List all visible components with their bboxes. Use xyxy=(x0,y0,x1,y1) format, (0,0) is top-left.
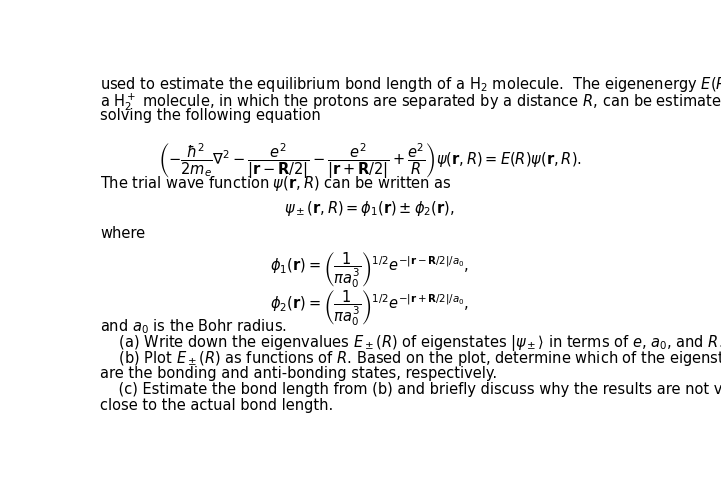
Text: $\phi_1(\mathbf{r}) = \left( \dfrac{1}{\pi a_0^3} \right)^{1/2} e^{-|\mathbf{r} : $\phi_1(\mathbf{r}) = \left( \dfrac{1}{\… xyxy=(270,250,469,290)
Text: (b) Plot $E_\pm(R)$ as functions of $R$. Based on the plot, determine which of t: (b) Plot $E_\pm(R)$ as functions of $R$.… xyxy=(100,349,721,368)
Text: (c) Estimate the bond length from (b) and briefly discuss why the results are no: (c) Estimate the bond length from (b) an… xyxy=(100,382,721,397)
Text: used to estimate the equilibrium bond length of a H$_2$ molecule.  The eigenener: used to estimate the equilibrium bond le… xyxy=(100,76,721,95)
Text: are the bonding and anti-bonding states, respectively.: are the bonding and anti-bonding states,… xyxy=(100,366,497,381)
Text: (a) Write down the eigenvalues $E_\pm(R)$ of eigenstates $|\psi_\pm\rangle$ in t: (a) Write down the eigenvalues $E_\pm(R)… xyxy=(100,333,721,353)
Text: $\psi_\pm(\mathbf{r}, R) = \phi_1(\mathbf{r}) \pm \phi_2(\mathbf{r}),$: $\psi_\pm(\mathbf{r}, R) = \phi_1(\mathb… xyxy=(284,200,455,219)
Text: where: where xyxy=(100,226,146,241)
Text: and $a_0$ is the Bohr radius.: and $a_0$ is the Bohr radius. xyxy=(100,317,287,336)
Text: $\phi_2(\mathbf{r}) = \left( \dfrac{1}{\pi a_0^3} \right)^{1/2} e^{-|\mathbf{r} : $\phi_2(\mathbf{r}) = \left( \dfrac{1}{\… xyxy=(270,288,469,328)
Text: close to the actual bond length.: close to the actual bond length. xyxy=(100,398,333,413)
Text: The trial wave function $\psi(\mathbf{r}, R)$ can be written as: The trial wave function $\psi(\mathbf{r}… xyxy=(100,174,452,193)
Text: a H$_2^+$ molecule, in which the protons are separated by a distance $R$, can be: a H$_2^+$ molecule, in which the protons… xyxy=(100,92,721,113)
Text: $\left( -\dfrac{\hbar^2}{2m_e}\nabla^2 - \dfrac{e^2}{|\mathbf{r} - \mathbf{R}/2|: $\left( -\dfrac{\hbar^2}{2m_e}\nabla^2 -… xyxy=(158,142,581,181)
Text: solving the following equation: solving the following equation xyxy=(100,108,321,123)
